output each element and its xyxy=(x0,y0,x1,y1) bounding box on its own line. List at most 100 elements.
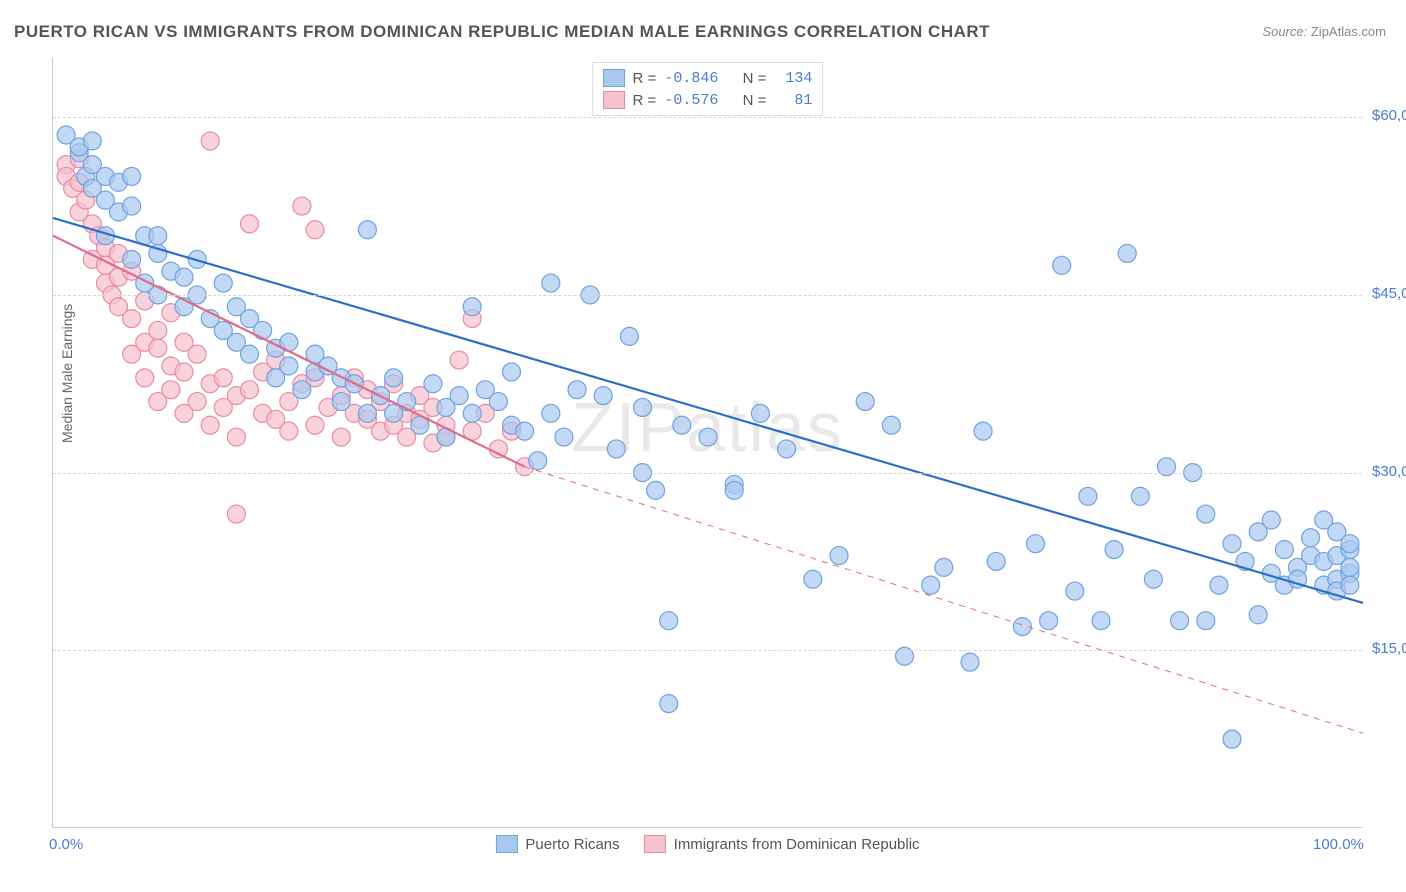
data-point xyxy=(778,440,796,458)
data-point xyxy=(634,398,652,416)
correlation-legend: R = -0.846 N = 134R = -0.576 N = 81 xyxy=(592,62,824,116)
data-point xyxy=(123,250,141,268)
data-point xyxy=(280,422,298,440)
data-point xyxy=(241,381,259,399)
data-point xyxy=(830,547,848,565)
data-point xyxy=(214,369,232,387)
legend-r-value: -0.846 xyxy=(664,70,718,87)
data-point xyxy=(647,481,665,499)
data-point xyxy=(529,452,547,470)
data-point xyxy=(293,381,311,399)
data-point xyxy=(280,357,298,375)
gridline xyxy=(53,295,1362,296)
x-tick-label: 0.0% xyxy=(49,836,83,853)
legend-label: Immigrants from Dominican Republic xyxy=(674,836,920,853)
data-point xyxy=(254,321,272,339)
data-point xyxy=(1262,511,1280,529)
data-point xyxy=(1275,541,1293,559)
legend-r-label: R = xyxy=(633,70,657,87)
data-point xyxy=(607,440,625,458)
source-label: Source: xyxy=(1262,24,1307,39)
data-point xyxy=(1131,487,1149,505)
legend-row: R = -0.846 N = 134 xyxy=(603,67,813,89)
legend-swatch xyxy=(603,91,625,109)
data-point xyxy=(882,416,900,434)
data-point xyxy=(358,221,376,239)
data-point xyxy=(385,369,403,387)
data-point xyxy=(1027,535,1045,553)
data-point xyxy=(358,404,376,422)
data-point xyxy=(332,428,350,446)
legend-n-label: N = xyxy=(743,70,767,87)
data-point xyxy=(149,321,167,339)
data-point xyxy=(1118,244,1136,262)
data-point xyxy=(463,404,481,422)
data-point xyxy=(673,416,691,434)
legend-swatch xyxy=(603,69,625,87)
legend-n-value: 134 xyxy=(774,70,812,87)
gridline xyxy=(53,117,1362,118)
data-point xyxy=(450,387,468,405)
x-tick-label: 100.0% xyxy=(1313,836,1364,853)
source-attribution: Source: ZipAtlas.com xyxy=(1262,24,1386,39)
data-point xyxy=(555,428,573,446)
data-point xyxy=(83,132,101,150)
data-point xyxy=(1210,576,1228,594)
data-point xyxy=(1144,570,1162,588)
data-point xyxy=(961,653,979,671)
legend-swatch xyxy=(495,835,517,853)
data-point xyxy=(489,440,507,458)
data-point xyxy=(1341,576,1359,594)
chart-container: PUERTO RICAN VS IMMIGRANTS FROM DOMINICA… xyxy=(0,0,1406,892)
data-point xyxy=(201,132,219,150)
trend-line xyxy=(53,218,1363,603)
data-point xyxy=(1105,541,1123,559)
data-point xyxy=(1341,535,1359,553)
data-point xyxy=(1223,535,1241,553)
data-point xyxy=(227,428,245,446)
data-point xyxy=(227,505,245,523)
data-point xyxy=(123,310,141,328)
data-point xyxy=(201,416,219,434)
data-point xyxy=(1040,612,1058,630)
plot-area: Median Male Earnings ZIPatlas R = -0.846… xyxy=(52,58,1362,828)
source-value: ZipAtlas.com xyxy=(1311,24,1386,39)
trend-line-extrapolated xyxy=(525,467,1363,734)
data-point xyxy=(922,576,940,594)
y-tick-label: $45,000 xyxy=(1372,285,1406,302)
data-point xyxy=(332,393,350,411)
data-point xyxy=(1197,612,1215,630)
y-tick-label: $60,000 xyxy=(1372,107,1406,124)
legend-n-value: 81 xyxy=(774,92,812,109)
data-point xyxy=(751,404,769,422)
data-point xyxy=(136,369,154,387)
data-point xyxy=(935,558,953,576)
data-point xyxy=(725,481,743,499)
chart-title: PUERTO RICAN VS IMMIGRANTS FROM DOMINICA… xyxy=(14,22,990,42)
data-point xyxy=(123,167,141,185)
data-point xyxy=(699,428,717,446)
data-point xyxy=(241,215,259,233)
legend-row: R = -0.576 N = 81 xyxy=(603,89,813,111)
data-point xyxy=(175,268,193,286)
scatter-plot-svg xyxy=(53,58,1362,827)
data-point xyxy=(306,221,324,239)
data-point xyxy=(542,274,560,292)
data-point xyxy=(660,695,678,713)
data-point xyxy=(188,393,206,411)
legend-r-value: -0.576 xyxy=(664,92,718,109)
legend-r-label: R = xyxy=(633,92,657,109)
y-tick-label: $15,000 xyxy=(1372,640,1406,657)
gridline xyxy=(53,473,1362,474)
data-point xyxy=(987,552,1005,570)
data-point xyxy=(214,274,232,292)
data-point xyxy=(1302,529,1320,547)
data-point xyxy=(175,363,193,381)
data-point xyxy=(1079,487,1097,505)
legend-item: Puerto Ricans xyxy=(495,835,619,853)
data-point xyxy=(306,416,324,434)
data-point xyxy=(123,197,141,215)
data-point xyxy=(1066,582,1084,600)
data-point xyxy=(568,381,586,399)
legend-n-label: N = xyxy=(743,92,767,109)
